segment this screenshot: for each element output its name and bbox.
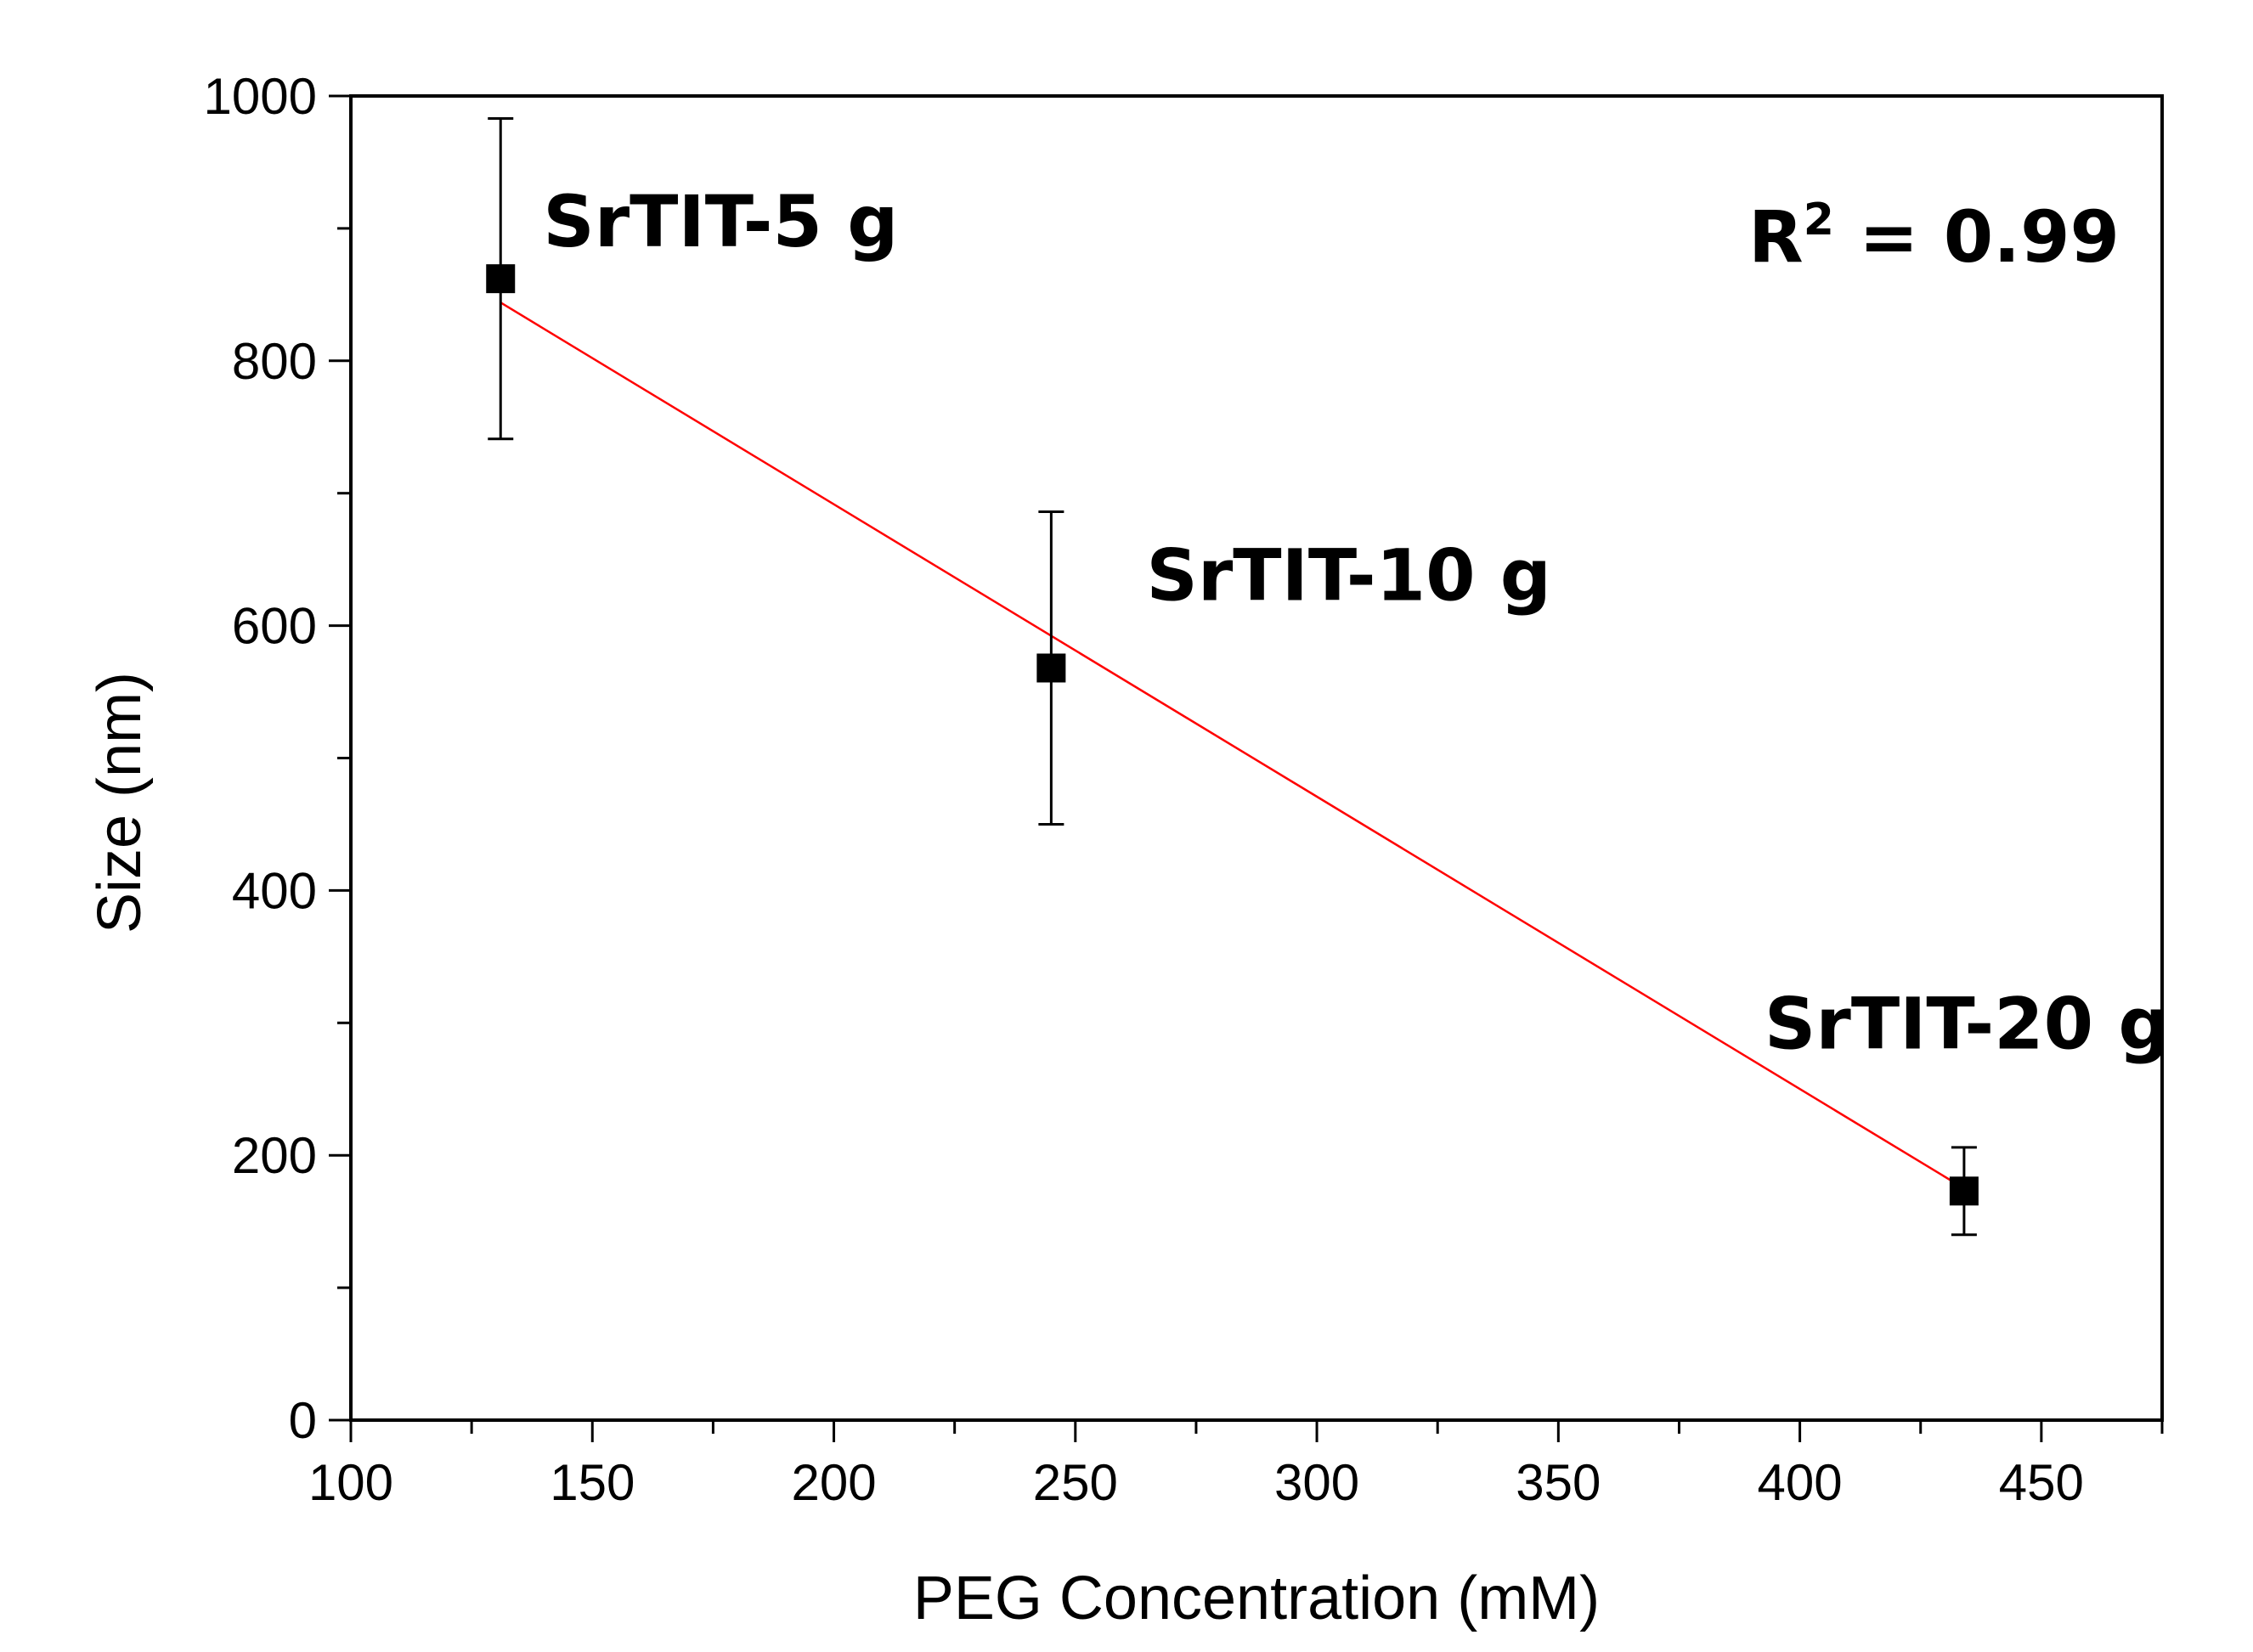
x-tick-label: 250 bbox=[1033, 1454, 1118, 1511]
x-tick-label: 300 bbox=[1274, 1454, 1359, 1511]
point-label: SrTIT-20 g bbox=[1765, 982, 2170, 1065]
data-layer: SrTIT-5 g SrTIT-10 g SrTIT-20 g bbox=[486, 117, 2170, 1237]
r-squared-label: R2 = 0.99 bbox=[1748, 195, 2120, 279]
point-label: SrTIT-10 g bbox=[1146, 533, 1551, 617]
linear-fit-line bbox=[500, 302, 1965, 1190]
x-tick-label: 150 bbox=[550, 1454, 635, 1511]
r-squared-prefix: R bbox=[1748, 195, 1804, 279]
y-tick-label: 600 bbox=[232, 598, 317, 655]
y-tick-label: 200 bbox=[232, 1127, 317, 1184]
r-squared-superscript: 2 bbox=[1804, 195, 1834, 245]
y-tick-label: 1000 bbox=[204, 68, 317, 125]
fit-layer bbox=[500, 302, 1965, 1190]
x-axis-label: PEG Concentration (mM) bbox=[913, 1565, 1600, 1632]
y-tick-label: 800 bbox=[232, 333, 317, 390]
data-point bbox=[1949, 1176, 1979, 1206]
y-axis-ticks: 0 200 400 600 800 1000 bbox=[204, 68, 351, 1449]
r-squared-value: = 0.99 bbox=[1834, 195, 2120, 279]
x-axis-ticks: 100 150 200 250 300 350 400 450 bbox=[308, 1420, 2164, 1511]
y-tick-label: 400 bbox=[232, 862, 317, 919]
data-point bbox=[486, 264, 516, 294]
y-tick-label: 0 bbox=[289, 1392, 317, 1449]
x-tick-label: 100 bbox=[308, 1454, 393, 1511]
x-tick-label: 350 bbox=[1516, 1454, 1601, 1511]
x-tick-label: 400 bbox=[1758, 1454, 1843, 1511]
y-axis-label: Size (nm) bbox=[86, 672, 154, 933]
data-point bbox=[1036, 653, 1066, 683]
x-tick-label: 200 bbox=[791, 1454, 876, 1511]
point-label: SrTIT-5 g bbox=[543, 180, 898, 263]
x-tick-label: 450 bbox=[1999, 1454, 2084, 1511]
plot-frame bbox=[349, 94, 2164, 1422]
